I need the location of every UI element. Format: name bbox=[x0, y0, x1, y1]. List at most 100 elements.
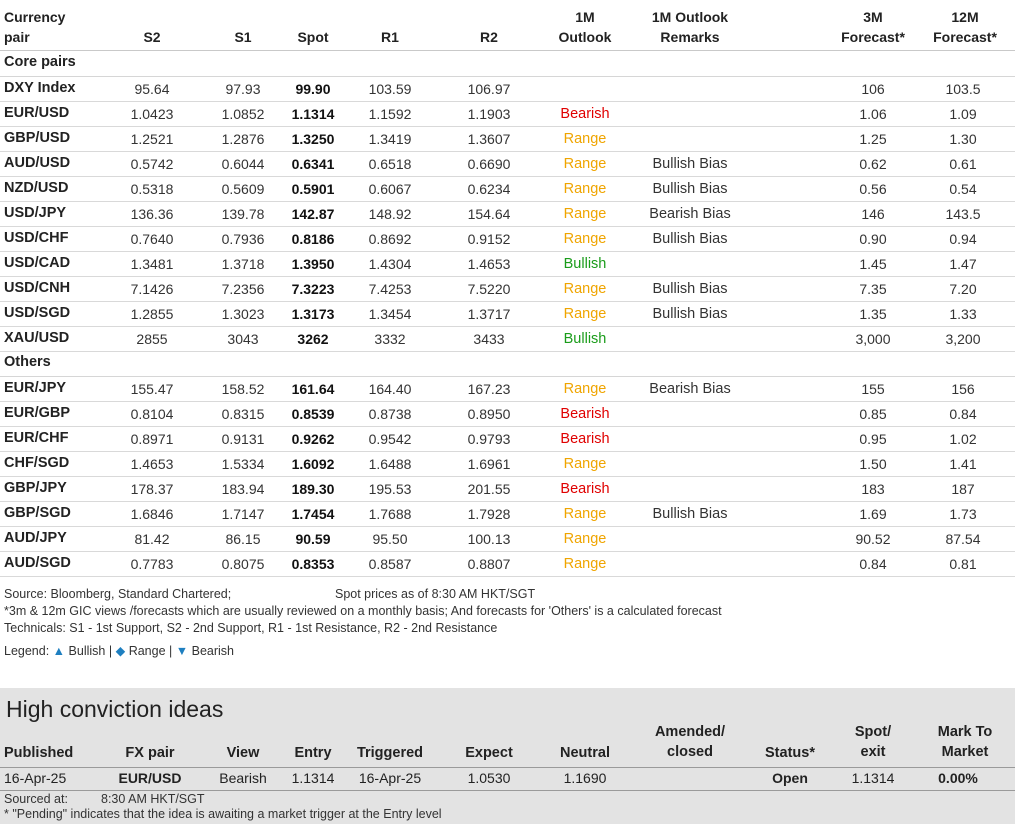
table-row: AUD/SGD 0.7783 0.8075 0.8353 0.8587 0.8807 0.8… bbox=[0, 551, 1015, 577]
cell-outlook: Range bbox=[563, 231, 607, 247]
currency-pair: NZD/USD bbox=[4, 180, 69, 196]
source-note: Source: Bloomberg, Standard Chartered; S… bbox=[4, 587, 535, 601]
cell-s2: 2855 bbox=[136, 331, 168, 347]
cell-r1: 0.9542 bbox=[368, 431, 412, 447]
hci-header-amended-line1: Amended/ bbox=[654, 724, 726, 740]
cell-remarks: Bullish Bias bbox=[652, 181, 728, 197]
col-header-outlook-line1: 1M bbox=[575, 9, 595, 25]
col-header-r2: R2 bbox=[480, 29, 498, 45]
cell-spot: 0.9262 bbox=[291, 431, 335, 447]
hci-header-fx-pair: FX pair bbox=[125, 745, 175, 761]
cell-f3m: 1.50 bbox=[859, 456, 887, 472]
hci-sourced-note: Sourced at: 8:30 AM HKT/SGT bbox=[4, 792, 205, 806]
cell-r1: 164.40 bbox=[368, 381, 412, 397]
hci-published: 16-Apr-25 bbox=[4, 770, 67, 786]
cell-s1: 0.5609 bbox=[221, 181, 265, 197]
table-row: GBP/JPY 178.37 183.94 189.30 195.53 201.55 183… bbox=[0, 476, 1015, 502]
hci-header-mark-to-market: Mark To Market bbox=[918, 722, 1012, 762]
cell-s1: 1.0852 bbox=[221, 106, 265, 122]
hci-spot-exit: 1.1314 bbox=[851, 770, 895, 786]
cell-spot: 161.64 bbox=[291, 381, 335, 397]
section-header: Others bbox=[0, 351, 1015, 377]
cell-spot: 0.6341 bbox=[291, 156, 335, 172]
currency-pair: CHF/SGD bbox=[4, 455, 70, 471]
table-row: EUR/CHF 0.8971 0.9131 0.9262 0.9542 0.9793 0.9… bbox=[0, 426, 1015, 452]
cell-f12m: 1.33 bbox=[949, 306, 977, 322]
currency-pair: USD/CHF bbox=[4, 230, 69, 246]
cell-outlook: Range bbox=[563, 156, 607, 172]
hci-fx-pair: EUR/USD bbox=[118, 770, 182, 786]
cell-f3m: 0.95 bbox=[859, 431, 887, 447]
cell-s2: 1.4653 bbox=[130, 456, 174, 472]
hci-header-view: View bbox=[226, 745, 260, 761]
cell-s1: 1.3718 bbox=[221, 256, 265, 272]
cell-remarks: Bullish Bias bbox=[652, 306, 728, 322]
cell-s1: 1.3023 bbox=[221, 306, 265, 322]
currency-pair: EUR/GBP bbox=[4, 405, 71, 421]
currency-pair: DXY Index bbox=[4, 80, 76, 96]
bearish-triangle-icon: ▼ bbox=[175, 644, 189, 658]
cell-s1: 1.2876 bbox=[221, 131, 265, 147]
cell-spot: 0.5901 bbox=[291, 181, 335, 197]
hci-mark-to-market: 0.00% bbox=[938, 770, 978, 786]
cell-s2: 1.2855 bbox=[130, 306, 174, 322]
hci-view: Bearish bbox=[219, 770, 267, 786]
cell-f3m: 1.35 bbox=[859, 306, 887, 322]
table-row: AUD/JPY 81.42 86.15 90.59 95.50 100.13 90.52 87… bbox=[0, 526, 1015, 552]
high-conviction-panel: High conviction ideas Published FX pair … bbox=[0, 688, 1015, 824]
hci-header-status: Status* bbox=[765, 745, 815, 761]
cell-spot: 90.59 bbox=[295, 531, 331, 547]
hci-header-spot-line1: Spot/ bbox=[854, 724, 892, 740]
cell-s1: 0.6044 bbox=[221, 156, 265, 172]
cell-s2: 0.7640 bbox=[130, 231, 174, 247]
cell-r1: 95.50 bbox=[372, 531, 408, 547]
cell-r2: 0.6690 bbox=[467, 156, 511, 172]
cell-s2: 0.5318 bbox=[130, 181, 174, 197]
hci-header-neutral: Neutral bbox=[560, 745, 610, 761]
cell-s2: 1.2521 bbox=[130, 131, 174, 147]
cell-f12m: 156 bbox=[951, 381, 975, 397]
cell-spot: 1.3950 bbox=[291, 256, 335, 272]
currency-pair: EUR/USD bbox=[4, 105, 70, 121]
legend-separator: | bbox=[169, 644, 173, 658]
currency-pair: AUD/USD bbox=[4, 155, 71, 171]
col-header-12m-line2: Forecast* bbox=[933, 29, 997, 45]
currency-pair: USD/JPY bbox=[4, 205, 67, 221]
table-row: DXY Index 95.64 97.93 99.90 103.59 106.97 106 1… bbox=[0, 76, 1015, 102]
cell-outlook: Bearish bbox=[560, 481, 610, 497]
cell-r1: 148.92 bbox=[368, 206, 412, 222]
col-header-pair-line2: pair bbox=[4, 29, 30, 45]
cell-outlook: Bearish bbox=[560, 406, 610, 422]
cell-spot: 1.3250 bbox=[291, 131, 335, 147]
hci-status: Open bbox=[772, 770, 808, 786]
cell-f12m: 187 bbox=[951, 481, 975, 497]
cell-r1: 0.6067 bbox=[368, 181, 412, 197]
cell-r2: 0.6234 bbox=[467, 181, 511, 197]
cell-r2: 1.1903 bbox=[467, 106, 511, 122]
cell-spot: 189.30 bbox=[291, 481, 335, 497]
cell-r1: 7.4253 bbox=[368, 281, 412, 297]
hci-header-mtm-line2: Market bbox=[941, 744, 989, 760]
cell-s1: 0.7936 bbox=[221, 231, 265, 247]
table-row: NZD/USD 0.5318 0.5609 0.5901 0.6067 0.6234 0.5… bbox=[0, 176, 1015, 202]
cell-r2: 1.3607 bbox=[467, 131, 511, 147]
cell-outlook: Bullish bbox=[563, 331, 607, 347]
cell-f3m: 183 bbox=[861, 481, 885, 497]
cell-s2: 81.42 bbox=[134, 531, 170, 547]
bullish-triangle-icon: ▲ bbox=[52, 644, 66, 658]
source-text: Source: Bloomberg, Standard Chartered; bbox=[4, 587, 232, 601]
cell-r2: 7.5220 bbox=[467, 281, 511, 297]
hci-sourced-label: Sourced at: bbox=[4, 792, 68, 806]
cell-s2: 1.3481 bbox=[130, 256, 174, 272]
cell-s2: 0.7783 bbox=[130, 556, 174, 572]
cell-f3m: 106 bbox=[861, 81, 885, 97]
cell-f12m: 0.61 bbox=[949, 156, 977, 172]
forecast-note: *3m & 12m GIC views /forecasts which are… bbox=[4, 604, 722, 618]
cell-f3m: 146 bbox=[861, 206, 885, 222]
cell-r1: 1.4304 bbox=[368, 256, 412, 272]
hci-neutral: 1.1690 bbox=[563, 770, 607, 786]
cell-f12m: 143.5 bbox=[945, 206, 981, 222]
cell-spot: 0.8539 bbox=[291, 406, 335, 422]
cell-r1: 0.8692 bbox=[368, 231, 412, 247]
hci-header-spot-exit: Spot/ exit bbox=[828, 722, 918, 762]
